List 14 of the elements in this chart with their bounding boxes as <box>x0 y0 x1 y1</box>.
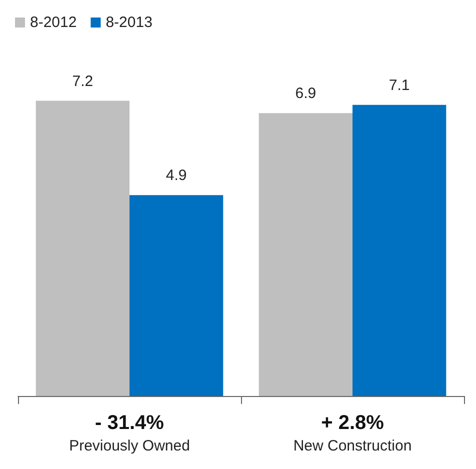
data-label: 6.9 <box>295 85 316 102</box>
x-tick-label: New Construction <box>293 438 412 454</box>
legend-label: 8-2013 <box>106 14 152 31</box>
bar <box>352 104 446 396</box>
data-label: 4.9 <box>166 167 187 184</box>
bar <box>130 195 224 396</box>
bar <box>36 100 130 396</box>
legend-label: 8-2012 <box>30 14 77 31</box>
text: - 31.4% <box>95 412 164 434</box>
data-label: 7.2 <box>72 72 94 90</box>
data-label: 7.1 <box>388 76 410 94</box>
bar <box>258 113 352 396</box>
text: + 2.8% <box>321 412 384 434</box>
x-tick-label: Previously Owned <box>69 438 190 454</box>
